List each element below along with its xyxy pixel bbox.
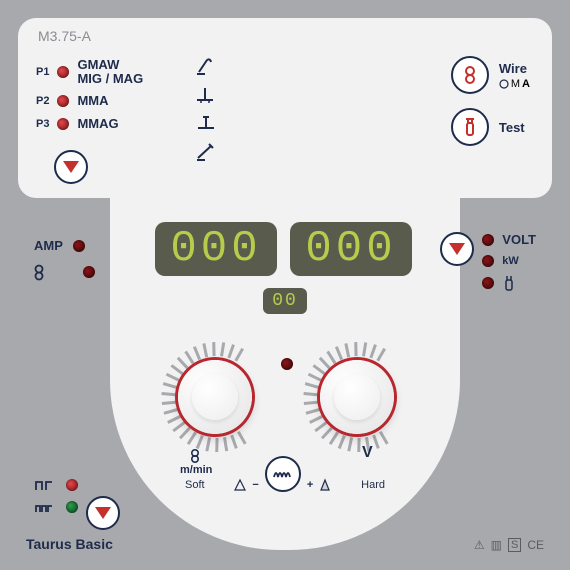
wirespeed-knob[interactable] (178, 360, 252, 434)
spool-icon (460, 65, 480, 85)
led-indicator (57, 66, 69, 78)
volt-select-button[interactable] (440, 232, 474, 266)
wire-unit: MA (499, 78, 530, 90)
amp-row: AMP (34, 238, 95, 253)
triangle-down-icon (449, 243, 465, 255)
led-indicator (57, 118, 69, 130)
wire-feed-button[interactable] (451, 56, 489, 94)
volt-block: VOLT kW (482, 232, 536, 299)
gas-row (482, 275, 536, 291)
mode-row: P1 GMAW MIG / MAG (36, 58, 143, 85)
amp-speed-row (29, 263, 95, 281)
knob-right-wrap (302, 342, 412, 452)
mmin-label: m/min (180, 464, 212, 476)
mode-label: MMA (77, 93, 108, 108)
four-stroke-row (34, 500, 78, 514)
amp-block: AMP (34, 238, 95, 291)
led-indicator (66, 479, 78, 491)
ce-mark: CE (527, 538, 544, 552)
led-indicator (482, 255, 494, 267)
four-stroke-icon (34, 500, 56, 514)
mode-code: P2 (36, 95, 49, 107)
led-indicator (57, 95, 69, 107)
trigger-select-button[interactable] (86, 496, 120, 530)
wire-label: Wire (499, 61, 530, 76)
test-label: Test (499, 120, 525, 135)
mode-select-button[interactable] (54, 150, 88, 184)
mode-label: MMAG (77, 116, 118, 131)
triangle-down-icon (95, 507, 111, 519)
wire-row: Wire MA (451, 56, 530, 94)
triangle-down-icon (63, 161, 79, 173)
test-row: Test (451, 108, 530, 146)
wire-labels: Wire MA (499, 61, 530, 90)
mode-row: P3 MMAG (36, 116, 143, 131)
led-indicator (83, 266, 95, 278)
wirespeed-icon (29, 263, 49, 281)
display-small: 00 (263, 288, 307, 314)
soft-label: Soft (185, 479, 205, 491)
mode-row: P2 MMA (36, 93, 143, 108)
product-name: Taurus Basic (26, 536, 113, 552)
tungsten-icon (195, 114, 217, 132)
two-stroke-row (34, 478, 78, 492)
gouge-icon (195, 142, 217, 162)
mode-code: P1 (36, 66, 49, 78)
s-mark: S (508, 538, 521, 552)
led-indicator (482, 234, 494, 246)
volt-label: VOLT (502, 232, 536, 247)
gas-bottle-icon (502, 275, 516, 291)
gas-bottle-icon (461, 117, 479, 137)
arc-soft-icon (232, 478, 248, 492)
led-indicator (482, 277, 494, 289)
arc-hard-icon (317, 478, 333, 492)
kw-label: kW (502, 255, 519, 267)
meter-icon (499, 79, 509, 89)
mode-list: P1 GMAW MIG / MAG P2 MMA P3 MMAG (36, 58, 143, 139)
electrode-icon (195, 86, 217, 104)
torch-icon (195, 56, 217, 76)
mode-code: P3 (36, 118, 49, 130)
led-indicator (66, 501, 78, 513)
model-label: M3.75-A (38, 28, 91, 44)
book-icon: ▥ (491, 538, 502, 552)
led-indicator (281, 358, 293, 370)
warning-icon: ⚠ (474, 538, 485, 552)
volt-knob-label: V (362, 444, 373, 462)
display-left: 000 (155, 222, 277, 276)
kw-row: kW (482, 255, 536, 267)
volt-row: VOLT (482, 232, 536, 247)
gas-test-button[interactable] (451, 108, 489, 146)
voltage-knob[interactable] (320, 360, 394, 434)
hard-label: Hard (361, 479, 385, 491)
wire-test-block: Wire MA Test (451, 56, 530, 160)
cert-row: ⚠ ▥ S CE (474, 538, 544, 552)
wirespeed-icon (186, 448, 204, 464)
led-indicator (73, 240, 85, 252)
two-stroke-icon (34, 478, 56, 492)
soft-hard-row: Soft − + Hard (185, 478, 385, 492)
amp-label: AMP (34, 238, 63, 253)
display-right: 000 (290, 222, 412, 276)
knob-left-wrap (160, 342, 270, 452)
process-icon-column (195, 56, 217, 162)
arc-icons: − + (232, 478, 333, 492)
trigger-mode-block (34, 478, 78, 522)
mode-label: GMAW MIG / MAG (77, 58, 143, 85)
